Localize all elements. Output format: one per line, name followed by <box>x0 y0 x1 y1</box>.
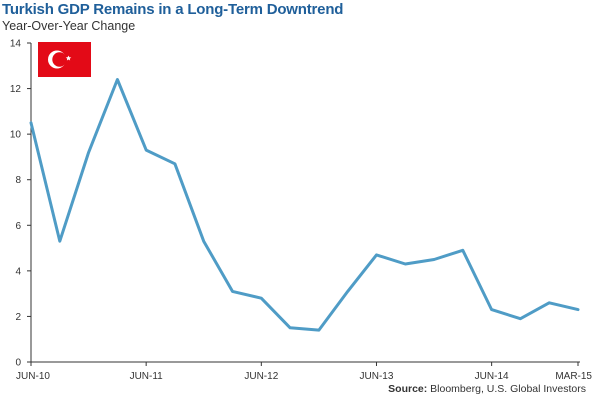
chart-title: Turkish GDP Remains in a Long-Term Downt… <box>2 1 344 18</box>
x-tick-label: JUN-10 <box>16 371 50 382</box>
y-tick-label: 2 <box>15 312 21 323</box>
source-text: Bloomberg, U.S. Global Investors <box>430 383 586 395</box>
x-tick-label: JUN-11 <box>130 371 164 382</box>
turkey-flag-icon <box>38 42 91 77</box>
y-tick-label: 14 <box>10 39 22 50</box>
y-tick-label: 6 <box>15 221 21 232</box>
y-tick-label: 8 <box>15 175 21 186</box>
gdp-series-line <box>29 78 580 332</box>
y-tick-label: 10 <box>10 130 22 141</box>
y-tick-label: 0 <box>15 358 21 369</box>
chart-subtitle: Year-Over-Year Change <box>2 19 136 33</box>
source-note: Source: Bloomberg, U.S. Global Investors <box>388 383 586 395</box>
x-tick-label: JUN-12 <box>244 371 278 382</box>
x-tick-label: MAR-15 <box>555 371 592 382</box>
source-label: Source: <box>388 383 428 395</box>
y-tick-label: 12 <box>10 84 22 95</box>
x-tick-label: JUN-13 <box>360 371 394 382</box>
y-tick-label: 4 <box>15 266 21 277</box>
x-tick-label: JUN-14 <box>475 371 509 382</box>
